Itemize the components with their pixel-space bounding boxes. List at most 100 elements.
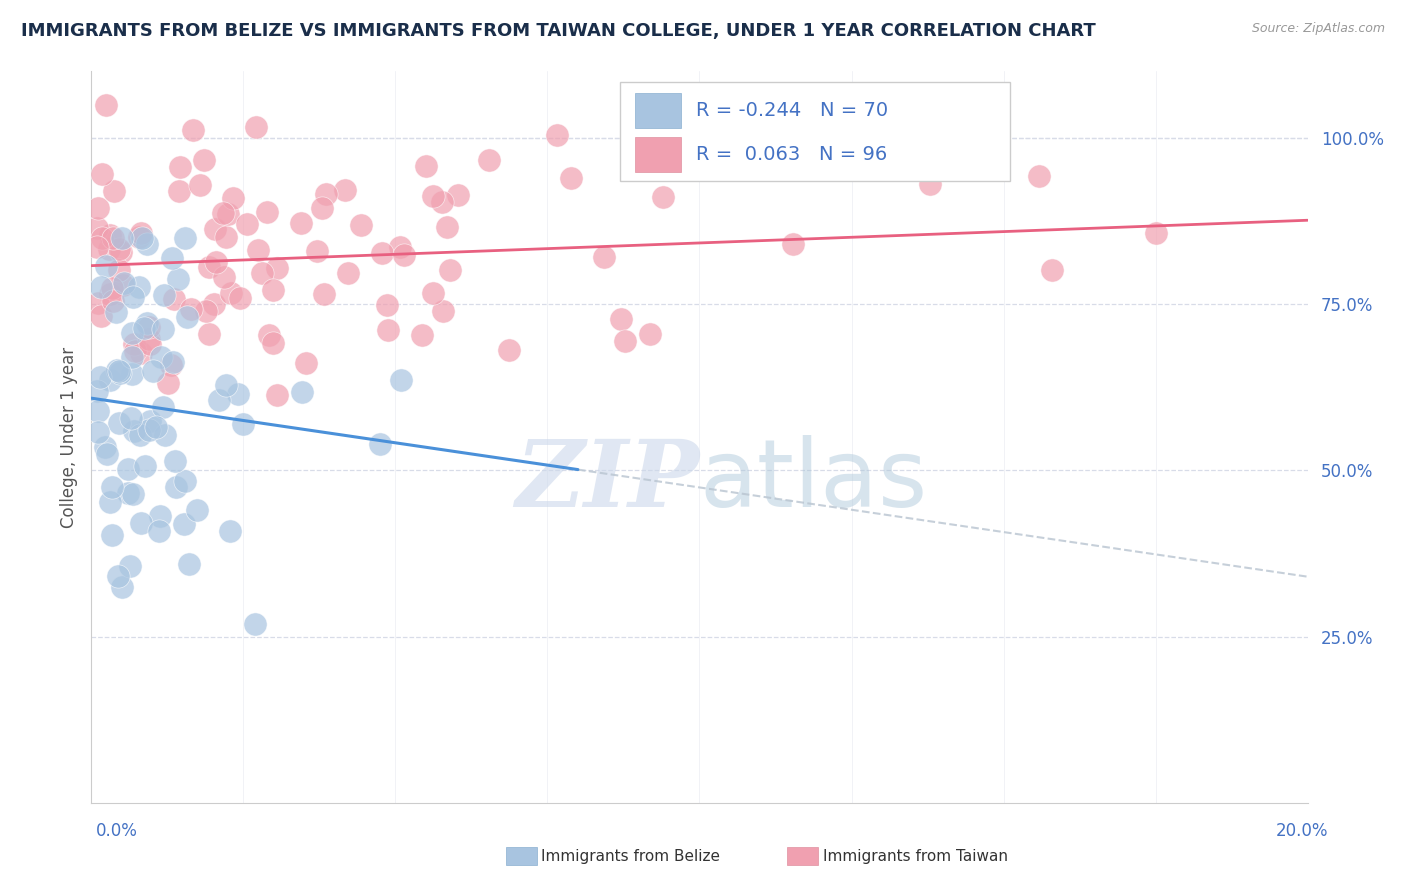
Point — [87, 201, 110, 215]
Point — [245, 120, 267, 135]
Point — [436, 220, 458, 235]
Point — [111, 580, 134, 594]
Point — [94, 259, 117, 273]
Point — [94, 97, 117, 112]
Point — [392, 248, 415, 262]
Point — [256, 205, 278, 219]
Point — [215, 229, 238, 244]
Bar — [636, 94, 682, 128]
Point — [652, 190, 675, 204]
Point — [312, 287, 335, 301]
Point — [782, 237, 804, 252]
Point — [128, 229, 150, 244]
Point — [315, 187, 337, 202]
Point — [108, 242, 131, 256]
Point — [160, 252, 183, 266]
Point — [377, 323, 399, 337]
Point — [121, 487, 143, 501]
Point — [202, 297, 225, 311]
Point — [96, 447, 118, 461]
Point — [91, 231, 114, 245]
Point — [89, 370, 111, 384]
Point — [110, 245, 132, 260]
Point — [87, 425, 110, 439]
Point — [87, 404, 110, 418]
Point — [447, 188, 470, 202]
Point — [132, 320, 155, 334]
Point — [266, 260, 288, 275]
Point — [432, 303, 454, 318]
Point — [560, 171, 582, 186]
Text: atlas: atlas — [699, 435, 928, 527]
Point — [375, 298, 398, 312]
Point — [176, 310, 198, 324]
Point — [138, 332, 160, 346]
Point — [173, 517, 195, 532]
Point — [295, 356, 318, 370]
Point — [226, 386, 249, 401]
Point — [236, 218, 259, 232]
Point — [149, 350, 172, 364]
Point — [142, 364, 165, 378]
Point — [167, 271, 190, 285]
Point — [111, 230, 134, 244]
Point — [219, 286, 242, 301]
Point — [217, 207, 239, 221]
Point — [122, 290, 145, 304]
Point — [160, 358, 183, 372]
Point — [153, 288, 176, 302]
Point — [174, 230, 197, 244]
Point — [87, 295, 110, 310]
Point — [135, 236, 157, 251]
Bar — [636, 137, 682, 172]
Point — [108, 366, 131, 380]
Point — [120, 558, 142, 573]
Point — [100, 480, 122, 494]
Point — [609, 312, 631, 326]
Point — [368, 437, 391, 451]
FancyBboxPatch shape — [620, 82, 1010, 181]
Point — [94, 440, 117, 454]
Point — [139, 337, 162, 351]
Point — [180, 302, 202, 317]
Point — [349, 218, 371, 232]
Point — [266, 387, 288, 401]
Point — [546, 128, 568, 142]
Point — [153, 427, 176, 442]
Point — [188, 178, 211, 193]
Point — [163, 293, 186, 307]
Point — [152, 322, 174, 336]
Point — [163, 453, 186, 467]
Point — [212, 269, 235, 284]
Point — [305, 244, 328, 258]
Point — [103, 184, 125, 198]
Point — [129, 346, 152, 360]
Point — [98, 286, 121, 301]
Point — [139, 414, 162, 428]
Point — [121, 326, 143, 340]
Point — [101, 231, 124, 245]
Point — [638, 326, 661, 341]
Point — [415, 159, 437, 173]
Point — [1144, 226, 1167, 240]
Point — [371, 246, 394, 260]
Point — [117, 486, 139, 500]
Point — [388, 240, 411, 254]
Point — [124, 343, 146, 358]
Point — [107, 569, 129, 583]
Point — [156, 376, 179, 390]
Point — [181, 123, 204, 137]
Point — [311, 201, 333, 215]
Point — [108, 364, 131, 378]
Point — [90, 279, 112, 293]
Point — [229, 291, 252, 305]
Point — [86, 221, 108, 235]
Point — [107, 416, 129, 430]
Point — [129, 226, 152, 240]
Point — [439, 262, 461, 277]
Point — [104, 304, 127, 318]
Point — [108, 263, 131, 277]
Point — [152, 400, 174, 414]
Point — [138, 423, 160, 437]
Point — [149, 509, 172, 524]
